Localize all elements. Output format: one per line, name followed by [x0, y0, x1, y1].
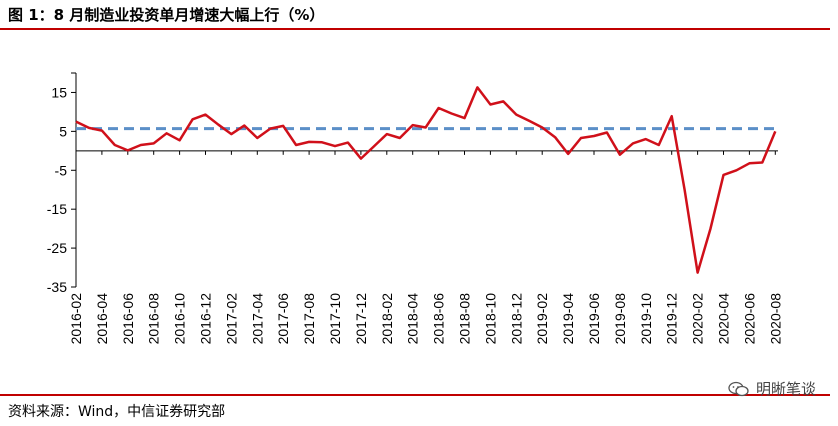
y-tick-label: -25 — [47, 240, 67, 256]
x-tick-label: 2019-12 — [664, 293, 680, 345]
x-tick-label: 2020-08 — [767, 293, 783, 345]
y-axis: 15 5 -5 -15 -25 -35 — [47, 72, 77, 295]
y-tick-label: -5 — [55, 162, 68, 178]
x-tick-label: 2017-04 — [249, 293, 265, 345]
wechat-icon — [728, 381, 749, 396]
x-tick-label: 2019-04 — [560, 293, 576, 345]
x-tick-label: 2017-10 — [327, 293, 343, 345]
x-tick-label: 2017-12 — [353, 293, 369, 345]
x-tick-label: 2016-08 — [146, 293, 162, 345]
bottom-rule — [0, 394, 830, 396]
x-tick-label: 2017-06 — [275, 293, 291, 345]
x-tick-label: 2018-08 — [457, 293, 473, 345]
y-tick-label: -35 — [47, 279, 67, 295]
x-tick-label: 2016-04 — [94, 293, 110, 345]
x-tick-label: 2018-10 — [482, 293, 498, 345]
x-tick-label: 2018-12 — [508, 293, 524, 345]
top-rule — [0, 28, 830, 30]
x-tick-label: 2016-02 — [68, 293, 84, 345]
x-tick-label: 2018-02 — [379, 293, 395, 345]
y-tick-label: 15 — [51, 84, 67, 100]
watermark-text: 明晰笔谈 — [755, 380, 816, 398]
x-tick-label: 2018-06 — [431, 293, 447, 345]
x-tick-label: 2019-08 — [612, 293, 628, 345]
x-tick-label: 2016-06 — [120, 293, 136, 345]
x-tick-label: 2016-12 — [198, 293, 214, 345]
x-tick-label: 2020-06 — [741, 293, 757, 345]
x-tick-label: 2016-10 — [172, 293, 188, 345]
x-tick-label: 2020-04 — [716, 293, 732, 345]
x-tick-label: 2018-04 — [405, 293, 421, 345]
source-note: 资料来源：Wind，中信证券研究部 — [8, 404, 226, 420]
y-tick-label: -15 — [47, 201, 67, 217]
x-tick-label: 2017-02 — [223, 293, 239, 345]
x-tick-label: 2019-02 — [534, 293, 550, 345]
watermark: 明晰笔谈 — [728, 378, 816, 399]
x-tick-label: 2019-06 — [586, 293, 602, 345]
x-tick-label: 2020-02 — [690, 293, 706, 345]
x-tick-label: 2019-10 — [638, 293, 654, 345]
x-axis: 2016-02 2016-04 2016-06 2016-08 2016-10 2016-… — [68, 150, 783, 345]
series-line — [75, 86, 777, 274]
x-tick-label: 2017-08 — [301, 293, 317, 345]
chart-title: 图 1：8 月制造业投资单月增速大幅上行（%） — [8, 6, 325, 24]
y-tick-label: 5 — [59, 123, 67, 139]
